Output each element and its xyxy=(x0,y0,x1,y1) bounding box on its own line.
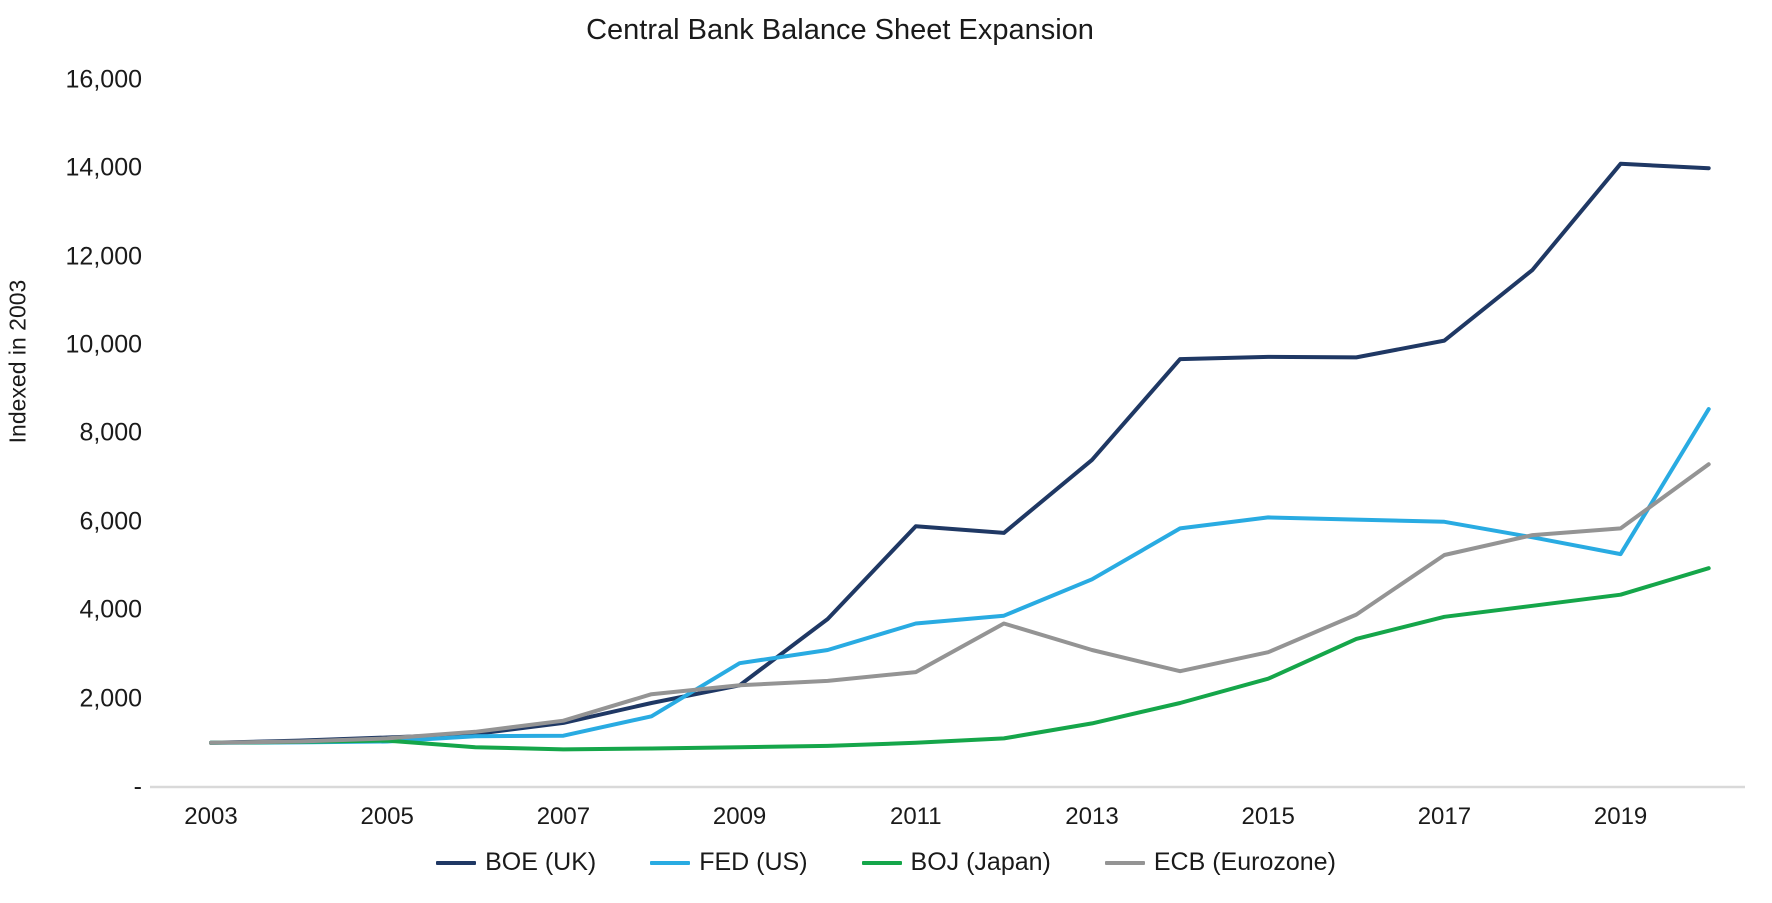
x-tick-label: 2009 xyxy=(712,803,767,830)
x-tick-label: 2005 xyxy=(360,803,414,830)
x-tick-label: 2007 xyxy=(536,803,591,830)
series-line-boj-japan xyxy=(209,566,1711,752)
legend-item: BOE (UK) xyxy=(436,848,596,877)
x-tick-label: 2015 xyxy=(1241,803,1295,830)
series-line-ecb-eurozone xyxy=(209,462,1711,745)
y-tick-label: 14,000 xyxy=(65,153,142,182)
legend-item: ECB (Eurozone) xyxy=(1104,848,1336,877)
legend-swatch-icon xyxy=(1104,860,1145,865)
legend-swatch-icon xyxy=(436,860,477,865)
legend-swatch-icon xyxy=(861,860,902,865)
series-line-fed-us xyxy=(209,407,1711,745)
legend-label: BOE (UK) xyxy=(485,848,597,876)
y-tick-label: 4,000 xyxy=(79,595,142,624)
x-tick-label: 2003 xyxy=(184,803,238,830)
x-tick-label: 2017 xyxy=(1417,803,1472,830)
chart-title: Central Bank Balance Sheet Expansion xyxy=(586,14,1094,46)
x-tick-label: 2013 xyxy=(1065,803,1119,830)
legend-label: BOJ (Japan) xyxy=(910,848,1051,876)
x-tick-label: 2019 xyxy=(1593,803,1648,830)
legend-item: BOJ (Japan) xyxy=(861,848,1051,877)
legend-label: FED (US) xyxy=(699,848,808,876)
legend-item: FED (US) xyxy=(650,848,808,877)
y-tick-label: 2,000 xyxy=(79,684,142,713)
y-tick-label: 12,000 xyxy=(65,242,142,271)
y-tick-label: 10,000 xyxy=(65,330,142,359)
series-line-boe-uk xyxy=(209,161,1711,745)
legend-label: ECB (Eurozone) xyxy=(1153,848,1336,876)
legend-swatch-icon xyxy=(650,860,691,865)
y-tick-label: 6,000 xyxy=(79,507,142,536)
chart-legend: BOE (UK) FED (US) BOJ (Japan) ECB (Eurozone… xyxy=(0,848,1772,877)
y-tick-label: - xyxy=(133,772,142,801)
y-tick-label: 8,000 xyxy=(79,418,142,447)
x-tick-label: 2011 xyxy=(889,803,942,830)
y-tick-label: 16,000 xyxy=(65,65,142,94)
